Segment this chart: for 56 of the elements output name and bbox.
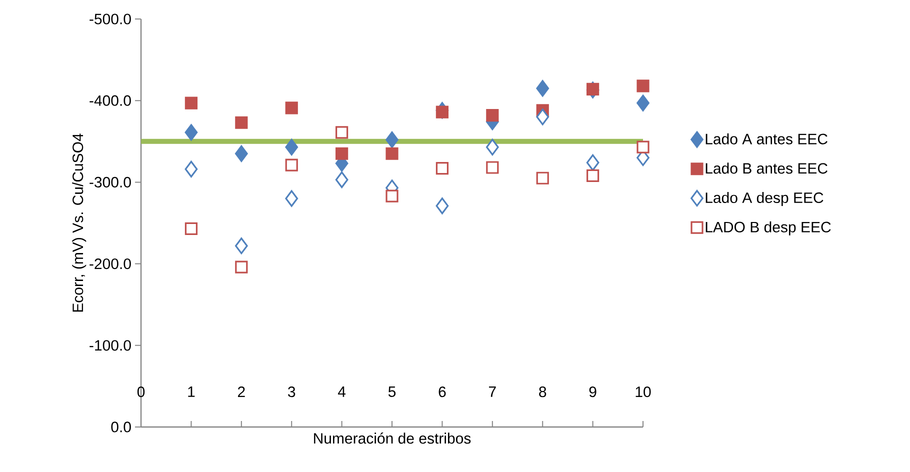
y-tick-label: -400.0: [90, 95, 131, 106]
point: [386, 147, 398, 160]
point: [336, 126, 348, 139]
point: [536, 108, 550, 126]
point: [586, 169, 600, 182]
point: [536, 172, 549, 184]
point: [486, 108, 499, 122]
point: [336, 147, 348, 160]
legend-label: Lado A antes EEC: [706, 133, 828, 144]
y-tick-label: -100.0: [90, 340, 131, 351]
point: [386, 131, 398, 148]
x-axis-title: Numeración de estribos: [314, 432, 471, 444]
legend-label: Lado B antes EEC: [706, 162, 828, 174]
y-axis-title: Ecorr, (mV) Vs. Cu/CuSO4: [72, 134, 86, 312]
x-tick-label: 6: [438, 386, 446, 398]
point: [184, 96, 198, 110]
point: [285, 190, 298, 207]
point: [235, 116, 248, 129]
y-tick-label: -300.0: [90, 176, 131, 188]
point: [436, 106, 449, 118]
point: [235, 260, 248, 274]
point: [586, 154, 600, 171]
point: [234, 238, 248, 254]
x-tick-label: 7: [489, 386, 496, 397]
x-tick-label: 0: [137, 386, 145, 398]
point: [436, 162, 449, 175]
point: [184, 124, 198, 141]
legend-label: Lado A desp EEC: [706, 192, 824, 206]
y-tick-label: 0.0: [111, 422, 131, 432]
point: [536, 80, 550, 97]
x-tick-label: 8: [539, 386, 546, 398]
point: [285, 102, 298, 114]
point: [636, 94, 650, 112]
point: [184, 222, 198, 236]
y-tick-label: -200.0: [90, 258, 131, 270]
point: [436, 198, 449, 214]
point: [184, 160, 198, 178]
point: [586, 82, 600, 96]
point: [386, 190, 398, 202]
point: [234, 145, 248, 162]
x-tick-label: 10: [636, 386, 651, 398]
point: [486, 161, 499, 174]
point: [636, 140, 650, 154]
point: [486, 138, 499, 156]
point: [335, 171, 348, 188]
x-tick-label: 4: [338, 386, 346, 397]
legend-label: LADO B desp EEC: [706, 221, 831, 236]
y-tick-label: -500.0: [90, 14, 131, 24]
x-tick-label: 2: [238, 386, 245, 397]
x-tick-label: 5: [388, 386, 396, 397]
x-tick-label: 3: [288, 386, 296, 398]
point: [285, 138, 298, 156]
point: [285, 158, 298, 172]
point: [636, 80, 650, 92]
x-tick-label: 1: [188, 386, 195, 397]
x-tick-label: 9: [589, 386, 596, 398]
